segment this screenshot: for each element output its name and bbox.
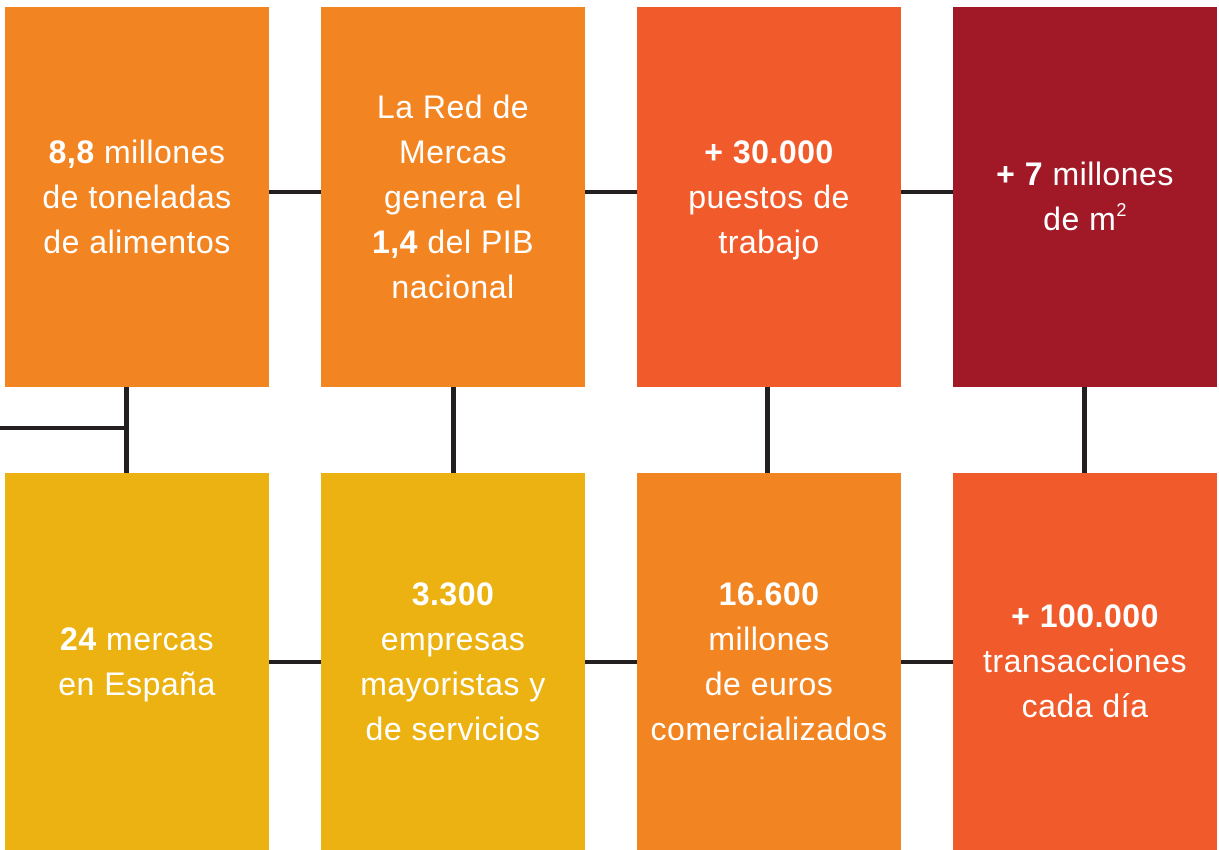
connector [765, 387, 770, 473]
text: en España [58, 665, 216, 702]
connector [1082, 387, 1087, 473]
highlight: 3.300 [411, 575, 495, 612]
text-line: de euros [705, 662, 834, 707]
text-line: de m2 [1043, 197, 1127, 242]
text: comercializados [650, 710, 888, 747]
highlight: 16.600 [718, 575, 820, 612]
text-line: genera el [384, 175, 522, 220]
text-line: + 100.000 [1011, 594, 1159, 639]
text-line: de alimentos [43, 220, 230, 265]
connector [269, 190, 321, 194]
text: de euros [704, 665, 834, 702]
stat-box: 3.300 empresas mayoristas y de servicios [321, 473, 585, 850]
text-line: millones [708, 617, 829, 662]
connector [901, 190, 953, 194]
text: de servicios [365, 710, 541, 747]
stat-box: La Red de Mercas genera el 1,4 del PIB nacio… [321, 7, 585, 387]
text-line: empresas [381, 617, 526, 662]
stat-box: 16.600 millones de euros comercializados [637, 473, 901, 850]
text: de alimentos [43, 223, 231, 260]
text: millones [1043, 156, 1174, 192]
text: Mercas [399, 133, 507, 170]
text-line: 24 mercas [60, 617, 214, 662]
text-line: transacciones [983, 639, 1187, 684]
text-line: + 7 millones [996, 152, 1174, 197]
connector [269, 660, 321, 664]
text: empresas [380, 620, 526, 657]
text-line: de servicios [366, 707, 541, 752]
text: mercas [96, 620, 214, 657]
connector [124, 387, 129, 473]
text-line: comercializados [651, 707, 888, 752]
text: millones [94, 133, 226, 170]
highlight: 24 [60, 620, 97, 657]
highlight: + 100.000 [1011, 598, 1159, 634]
highlight: 1,4 [371, 223, 418, 260]
text-line: en España [58, 662, 216, 707]
highlight: + 30.000 [704, 133, 834, 170]
text: de toneladas [42, 178, 232, 215]
text: del PIB [417, 223, 535, 260]
connector [451, 387, 456, 473]
text: de m [1043, 201, 1117, 237]
text: millones [708, 620, 830, 657]
connector [585, 660, 637, 664]
text-line: 3.300 [412, 572, 495, 617]
text-line: 8,8 millones [49, 130, 226, 175]
text: La Red de [376, 88, 530, 125]
connector [585, 190, 637, 194]
stat-box: + 30.000 puestos de trabajo [637, 7, 901, 387]
stat-box: 24 mercas en España [5, 473, 269, 850]
highlight: + 7 [996, 156, 1044, 192]
text-line: mayoristas y [360, 662, 546, 707]
stat-box: 8,8 millones de toneladas de alimentos [5, 7, 269, 387]
text-line: trabajo [718, 220, 819, 265]
text-line: 16.600 [719, 572, 820, 617]
text: cada día [1021, 688, 1149, 724]
text-line: de toneladas [42, 175, 231, 220]
text-line: + 30.000 [704, 130, 833, 175]
text: mayoristas y [360, 665, 546, 702]
text-line: La Red de [377, 85, 529, 130]
text: transacciones [983, 643, 1187, 679]
text-line: cada día [1022, 684, 1149, 729]
text: 2 [1116, 200, 1127, 220]
text-line: puestos de [688, 175, 850, 220]
text: nacional [391, 268, 515, 305]
text-line: 1,4 del PIB [372, 220, 534, 265]
text: genera el [384, 178, 522, 215]
highlight: 8,8 [48, 133, 95, 170]
text: puestos de [688, 178, 850, 215]
connector [901, 660, 953, 664]
text: trabajo [718, 223, 820, 260]
stat-box: + 7 millones de m2 [953, 7, 1217, 387]
text-line: nacional [391, 265, 514, 310]
connector [0, 426, 124, 430]
stat-box: + 100.000 transacciones cada día [953, 473, 1217, 850]
text-line: Mercas [399, 130, 507, 175]
